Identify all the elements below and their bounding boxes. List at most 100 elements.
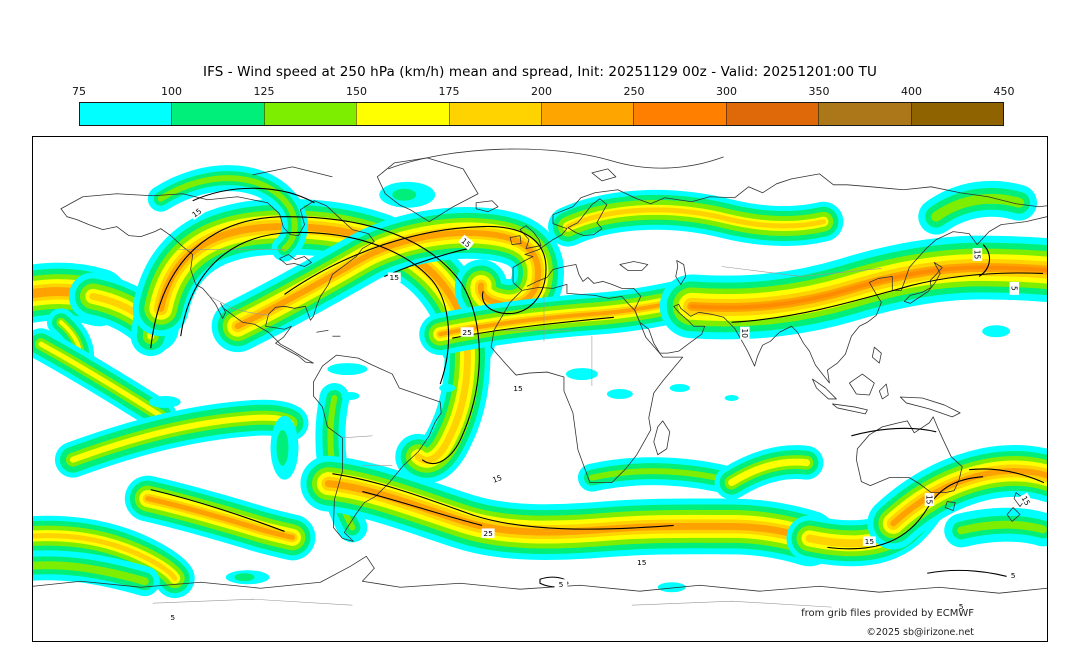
greenland-green xyxy=(392,188,417,201)
svg-text:5: 5 xyxy=(559,580,564,589)
country-border xyxy=(721,266,882,277)
colorbar-tick: 125 xyxy=(253,85,275,98)
wind-band-ne-siberia-band xyxy=(931,193,1025,222)
colorbar-segment-350 xyxy=(818,103,911,125)
equator-blob xyxy=(327,363,368,376)
coastline xyxy=(526,264,642,310)
coastline xyxy=(634,216,1047,384)
colorbar-tick: 250 xyxy=(623,85,645,98)
equator-blob xyxy=(669,384,690,392)
coastline xyxy=(376,157,479,223)
svg-text:15: 15 xyxy=(1020,494,1033,507)
contour-label: 15 xyxy=(924,493,935,507)
svg-text:5: 5 xyxy=(1011,571,1016,580)
wind-band-east-pacific-tropical-band xyxy=(38,341,164,419)
svg-text:15: 15 xyxy=(637,558,647,567)
wind-band-nw-australia-band xyxy=(728,458,810,487)
contour-label: 5 xyxy=(1006,570,1020,580)
coastline xyxy=(944,501,956,511)
wind-band-east-asia-jet xyxy=(689,265,1047,310)
colorbar-tick: 450 xyxy=(993,85,1015,98)
colorbar-tick: 300 xyxy=(716,85,737,98)
coastline xyxy=(490,284,684,484)
spread-contour xyxy=(192,187,315,204)
svg-text:25: 25 xyxy=(483,529,493,538)
colorbar-segment-75 xyxy=(80,103,172,125)
coastline xyxy=(653,420,671,456)
coastline xyxy=(388,148,724,170)
svg-text:15: 15 xyxy=(491,473,503,485)
colorbar-tick: 100 xyxy=(161,85,182,98)
country-border xyxy=(631,600,832,608)
spread-contour xyxy=(827,476,984,550)
equator-blob xyxy=(724,394,739,401)
equator-blob xyxy=(341,391,360,400)
spread-contour xyxy=(180,231,450,385)
credit-copyright: ©2025 sb@irizone.net xyxy=(866,627,974,638)
colorbar-segment-125 xyxy=(263,103,357,125)
equator-blob xyxy=(148,395,181,408)
coastline xyxy=(313,354,442,542)
contour-label: 5 xyxy=(1009,281,1020,295)
contour-label: 15 xyxy=(972,248,983,262)
wind-band-south-atlantic-indian-jet xyxy=(324,480,813,542)
coastline xyxy=(871,346,882,364)
colorbar-tick: 350 xyxy=(808,85,830,98)
credit-source: from grib files provided by ECMWF xyxy=(801,608,974,619)
svg-text:5: 5 xyxy=(959,602,964,611)
spread-contour xyxy=(150,489,285,532)
colorbar-segment-200 xyxy=(541,103,634,125)
map-frame: 15 15 15 25 5 15 10 15 15 25 15 15 15 15 5 5 5 5 from gri… xyxy=(32,136,1048,642)
contour-label: 15 xyxy=(511,383,525,393)
spread-contour xyxy=(362,491,483,526)
colorbar-segment-400 xyxy=(910,103,1004,125)
coastline xyxy=(519,225,542,249)
coastline xyxy=(832,403,868,415)
equator-blob xyxy=(606,389,633,399)
svg-text:10: 10 xyxy=(740,328,749,338)
contour-label: 25 xyxy=(481,528,495,538)
spread-contour xyxy=(284,226,547,315)
colorbar-tick: 175 xyxy=(438,85,460,98)
wind-band-australia-ne-jet xyxy=(890,467,1047,527)
spread-contour xyxy=(927,569,1018,580)
okhotsk-blob xyxy=(982,325,1011,338)
coastline xyxy=(512,173,1047,283)
coastline xyxy=(509,235,522,245)
contour-label: 15 xyxy=(635,557,649,567)
colorbar-segment-250 xyxy=(633,103,726,125)
coastline xyxy=(33,555,1047,594)
coastline xyxy=(591,168,617,182)
spread-contour xyxy=(969,468,1045,484)
coastline xyxy=(899,396,961,418)
coastline xyxy=(567,198,608,237)
colorbar-segment-300 xyxy=(725,103,819,125)
colorbar-tick: 150 xyxy=(346,85,367,98)
contour-label: 15 xyxy=(1018,492,1034,509)
colorbar-tick: 200 xyxy=(531,85,552,98)
contour-label: 15 xyxy=(862,536,876,546)
coastline xyxy=(60,193,375,364)
wind-band-arctic-canada-band xyxy=(157,175,298,252)
contour-label: 5 xyxy=(954,601,968,611)
coastline xyxy=(619,261,649,271)
svg-text:5: 5 xyxy=(170,613,175,622)
contour-label: 15 xyxy=(387,272,401,282)
coastline xyxy=(812,378,837,400)
coastline xyxy=(475,200,499,213)
svg-text:15: 15 xyxy=(924,495,933,505)
colorbar-tick-labels: 75 100 125 150 175 200 250 300 350 400 450 xyxy=(72,85,1015,99)
colorbar-segment-100 xyxy=(171,103,264,125)
contour-label: 25 xyxy=(460,327,474,337)
country-border xyxy=(152,598,353,606)
coastline xyxy=(316,329,329,333)
svg-text:5: 5 xyxy=(1009,286,1018,291)
spread-contour xyxy=(731,272,1044,323)
coastline xyxy=(903,262,943,304)
wind-band-north-europe-band xyxy=(565,207,826,230)
antarctic-cyan xyxy=(657,582,686,593)
coastline xyxy=(848,373,875,396)
colorbar xyxy=(79,102,1004,126)
svg-text:15: 15 xyxy=(865,537,875,546)
